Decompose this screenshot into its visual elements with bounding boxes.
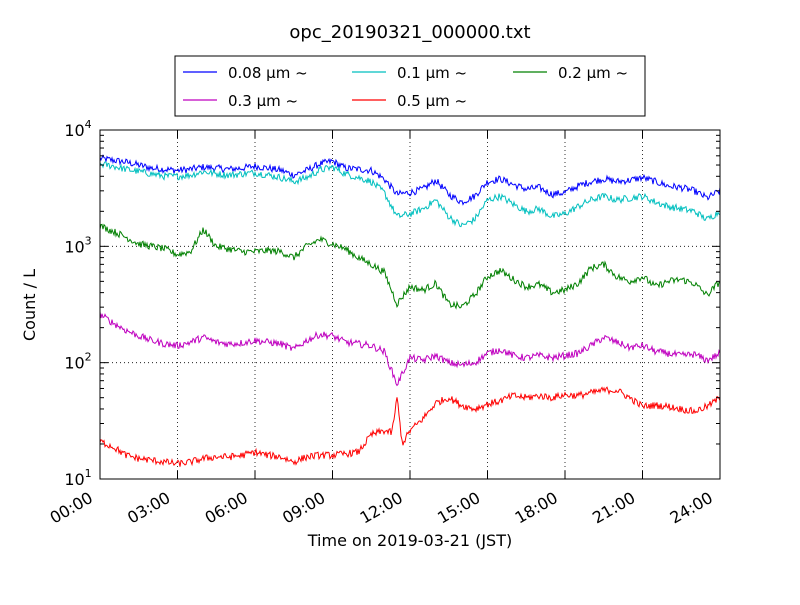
series-line — [99, 386, 721, 467]
chart-title: opc_20190321_000000.txt — [289, 22, 530, 43]
series-line — [99, 223, 721, 310]
series-layer — [99, 154, 721, 467]
legend-frame — [174, 55, 646, 117]
legend-label: 0.1 μm ~ — [397, 64, 467, 82]
grid-lines — [100, 130, 720, 479]
series-line — [99, 154, 721, 206]
series-line — [99, 311, 721, 387]
y-tick-label: 104 — [64, 118, 91, 140]
legend: 0.08 μm ~ 0.1 μm ~ 0.2 μm ~ 0.3 μm ~ 0.5 μm … — [174, 55, 646, 117]
series-line — [99, 161, 721, 228]
x-axis-label: Time on 2019-03-21 (JST) — [307, 531, 512, 550]
y-tick-label: 101 — [64, 467, 91, 489]
legend-label: 0.08 μm ~ — [228, 64, 308, 82]
legend-label: 0.5 μm ~ — [397, 92, 467, 110]
y-tick-label: 102 — [64, 351, 91, 373]
y-tick-label: 103 — [64, 234, 91, 256]
legend-label: 0.3 μm ~ — [228, 92, 298, 110]
y-axis-label: Count / L — [20, 269, 39, 341]
legend-label: 0.2 μm ~ — [558, 64, 628, 82]
